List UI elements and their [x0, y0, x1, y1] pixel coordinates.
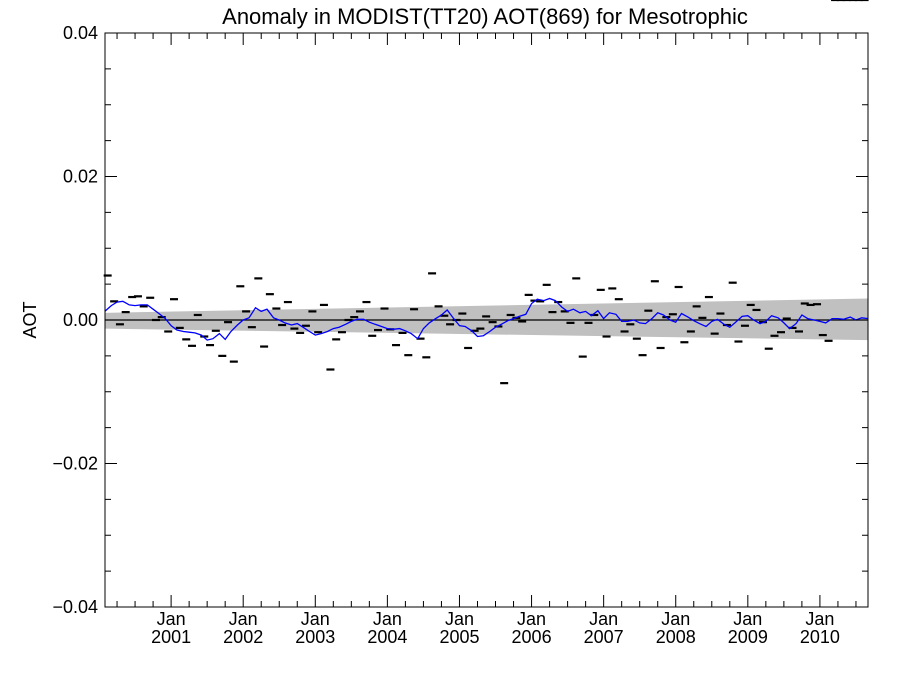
smoothed-series-line: [104, 297, 869, 341]
y-tick-label: −0.04: [52, 597, 98, 617]
x-tick-label-year: 2002: [223, 627, 263, 647]
y-tick-label: −0.02: [52, 454, 98, 474]
y-tick-label: 0.04: [63, 23, 98, 43]
y-tick-label: 0.02: [63, 167, 98, 187]
y-tick-label: 0.00: [63, 310, 98, 330]
x-tick-label-year: 2006: [512, 627, 552, 647]
x-tick-label-month: Jan: [733, 609, 762, 629]
x-tick-label-year: 2001: [151, 627, 191, 647]
axes: −0.04−0.020.000.020.04Jan2001Jan2002Jan2…: [52, 23, 869, 647]
x-tick-label-month: Jan: [517, 609, 546, 629]
x-tick-label-month: Jan: [589, 609, 618, 629]
x-tick-label-month: Jan: [373, 609, 402, 629]
x-tick-label-year: 2003: [295, 627, 335, 647]
x-tick-label-month: Jan: [157, 609, 186, 629]
x-tick-label-month: Jan: [661, 609, 690, 629]
x-tick-label-month: Jan: [229, 609, 258, 629]
x-tick-label-month: Jan: [805, 609, 834, 629]
y-axis-label: AOT: [20, 301, 40, 338]
x-tick-label-month: Jan: [301, 609, 330, 629]
chart-title: Anomaly in MODIST(TT20) AOT(869) for Mes…: [222, 4, 748, 29]
plot-area: [103, 0, 869, 385]
x-tick-label-year: 2009: [728, 627, 768, 647]
x-tick-label-month: Jan: [445, 609, 474, 629]
x-tick-label-year: 2007: [584, 627, 624, 647]
x-tick-label-year: 2010: [800, 627, 840, 647]
x-tick-label-year: 2005: [439, 627, 479, 647]
x-tick-label-year: 2004: [367, 627, 407, 647]
x-tick-label-year: 2008: [656, 627, 696, 647]
